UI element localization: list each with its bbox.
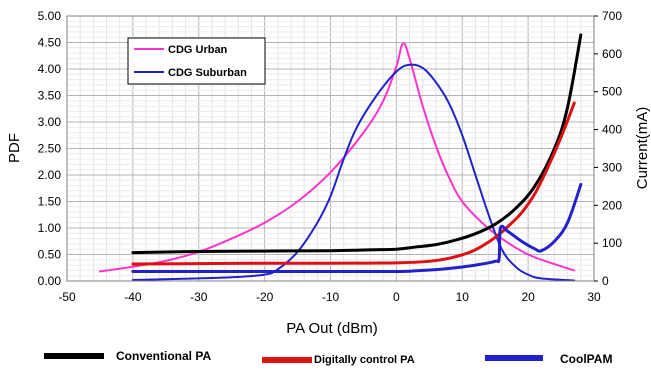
y2-tick-label: 500 bbox=[602, 85, 622, 99]
y2-tick-label: 600 bbox=[602, 47, 622, 61]
y-tick-label: 3.00 bbox=[38, 115, 62, 129]
x-tick-label: -20 bbox=[256, 290, 274, 304]
series-line-digitally-control-pa bbox=[131, 101, 576, 266]
y-tick-label: 1.00 bbox=[38, 221, 62, 235]
x-tick-label: 30 bbox=[587, 290, 601, 304]
legend-label-cdg-suburban: CDG Suburban bbox=[168, 67, 247, 79]
series-line-conventional-pa bbox=[131, 33, 583, 255]
y-tick-label: 1.50 bbox=[38, 195, 62, 209]
y2-tick-label: 700 bbox=[602, 9, 622, 23]
y-tick-label: 2.50 bbox=[38, 142, 62, 156]
legend-label-cdg-urban: CDG Urban bbox=[168, 44, 228, 56]
x-tick-label: -40 bbox=[124, 290, 142, 304]
y2-tick-label: 0 bbox=[602, 274, 609, 288]
x-axis-title: PA Out (dBm) bbox=[286, 320, 377, 337]
y-tick-label: 0.50 bbox=[38, 248, 62, 262]
y-tick-label: 3.50 bbox=[38, 89, 62, 103]
y2-axis-title: Current(mA) bbox=[634, 107, 651, 190]
bottom-legend-label-digitally-control-pa: Digitally control PA bbox=[314, 354, 415, 366]
y-tick-label: 5.00 bbox=[38, 9, 62, 23]
y-tick-label: 4.00 bbox=[38, 62, 62, 76]
x-tick-labels: -50 -40 -30 -20 -10 0 10 20 30 bbox=[58, 290, 601, 304]
y-tick-label: 2.00 bbox=[38, 168, 62, 182]
bottom-legend-swatch-coolpam bbox=[485, 355, 543, 361]
x-tick-label: -10 bbox=[322, 290, 340, 304]
series-line-coolpam bbox=[131, 182, 583, 274]
y-tick-label: 0.00 bbox=[38, 274, 62, 288]
x-tick-label: 0 bbox=[393, 290, 400, 304]
pdf-legend-box bbox=[127, 37, 266, 85]
y-axis-title: PDF bbox=[6, 133, 23, 163]
plot-frame bbox=[66, 15, 595, 282]
y2-tick-label: 100 bbox=[602, 236, 622, 250]
bottom-legend-label-conventional-pa: Conventional PA bbox=[116, 349, 211, 363]
bottom-legend-swatch-conventional-pa bbox=[44, 353, 104, 359]
series-line-cdg-urban bbox=[98, 42, 576, 273]
y2-tick-label: 300 bbox=[602, 160, 622, 174]
y2-tick-label: 400 bbox=[602, 123, 622, 137]
bottom-legend: Conventional PA Digitally control PA Coo… bbox=[44, 349, 612, 366]
bottom-legend-swatch-digitally-control-pa bbox=[262, 357, 312, 363]
bottom-legend-label-coolpam: CoolPAM bbox=[560, 352, 612, 366]
y-tick-labels: 0.00 0.50 1.00 1.50 2.00 2.50 3.00 3.50 4.00 4.50… bbox=[38, 9, 62, 288]
x-tick-label: -30 bbox=[190, 290, 208, 304]
series-layer bbox=[98, 33, 583, 282]
x-tick-label: 20 bbox=[521, 290, 535, 304]
y2-tick-labels: 0 100 200 300 400 500 600 700 bbox=[594, 9, 622, 288]
y-tick-label: 4.50 bbox=[38, 36, 62, 50]
y2-tick-label: 200 bbox=[602, 198, 622, 212]
x-tick-label: 10 bbox=[456, 290, 470, 304]
pdf-legend: CDG Urban CDG Suburban bbox=[127, 37, 266, 85]
x-tick-label: -50 bbox=[58, 290, 76, 304]
